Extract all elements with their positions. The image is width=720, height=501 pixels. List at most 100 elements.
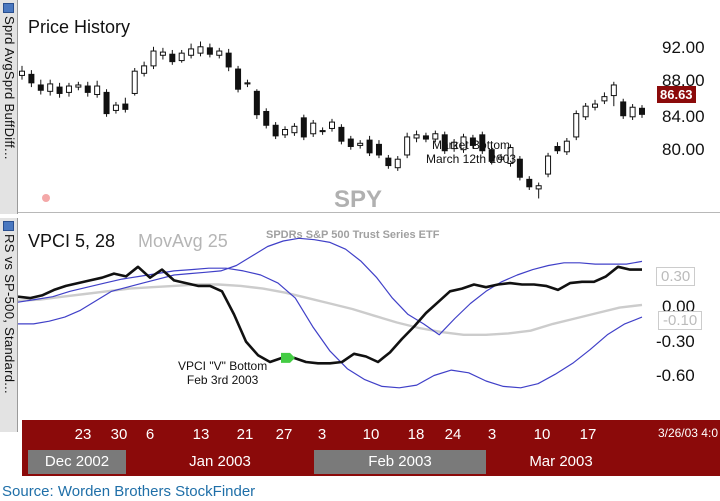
candle-body [75, 84, 82, 88]
day-tick-label: 6 [145, 426, 155, 443]
side-tab-top[interactable]: Sprd AvgSprd BuffDiff... [0, 0, 18, 214]
candle-body [19, 70, 25, 76]
candle-body [225, 52, 232, 68]
month-label: Feb 2003 [314, 450, 486, 474]
vpci-bottom-annotation: VPCI "V" Bottom Feb 3rd 2003 [178, 359, 267, 387]
candle-body [394, 158, 401, 169]
candle-body [507, 147, 514, 164]
side-tab-bottom[interactable]: RS vs SP-500, Standard... [0, 218, 18, 432]
candle-body [422, 135, 429, 140]
bottom-marker-arrow-icon [281, 352, 295, 363]
day-tick-label: 18 [407, 426, 425, 443]
candle-body [263, 110, 270, 126]
day-tick-label: 3 [317, 426, 327, 443]
candle-body [338, 126, 345, 142]
candle-body [37, 84, 44, 91]
candle-body [620, 101, 627, 117]
candle-body [28, 73, 35, 84]
candle-body [188, 48, 195, 56]
candle-body [235, 68, 242, 90]
candle-body [65, 85, 72, 93]
candle-body [216, 50, 223, 56]
candle-body [197, 46, 204, 54]
candle-body [141, 65, 148, 74]
candle-body [347, 138, 354, 147]
candle-body [526, 178, 533, 188]
vpci-panel: VPCI 5, 28 MovAvg 25 SPDRs S&P 500 Trust… [18, 214, 720, 420]
etf-name: SPDRs S&P 500 Trust Series ETF [266, 229, 440, 241]
vpci-chart-canvas [18, 237, 643, 389]
candle-body [112, 104, 119, 111]
candle-body [535, 185, 542, 190]
tab-window-icon [3, 3, 14, 13]
candle-body [385, 157, 392, 167]
candle-body [629, 106, 636, 118]
moving-average-label: MovAvg 25 [138, 231, 228, 251]
candle-body [573, 113, 580, 138]
day-tick-label: 24 [444, 426, 462, 443]
candle-body [169, 53, 176, 63]
current-price-badge: 86.63 [657, 86, 696, 103]
candle-body [310, 122, 317, 135]
symbol-watermark: SPY [334, 186, 383, 213]
candle-body [150, 50, 157, 67]
candle-body [479, 134, 486, 152]
candle-body [94, 85, 101, 96]
reference-value-top: 0.30 [656, 267, 696, 286]
candle-body [357, 142, 364, 146]
day-tick-label: 23 [74, 426, 92, 443]
annotation-line: March 12th 2003 [426, 152, 517, 166]
candle-body [582, 105, 589, 118]
day-tick-label: 21 [236, 426, 254, 443]
vpci-y-label: -0.30 [656, 332, 695, 351]
candle-body [122, 103, 129, 110]
price-history-panel: Price History 92.00 88.00 84.00 80.00 86… [18, 0, 720, 213]
candle-body [375, 143, 382, 156]
candle-body [178, 52, 185, 62]
vpci-y-label: -0.60 [656, 366, 695, 385]
timestamp: 3/26/03 4:0 [657, 426, 718, 440]
candle-body [451, 141, 458, 150]
side-tab-bottom-label: RS vs SP-500, Standard... [2, 234, 17, 394]
candle-body [404, 136, 411, 156]
candle-body [300, 117, 307, 138]
candle-body [291, 125, 298, 134]
candle-body [319, 130, 326, 133]
candle-body [432, 133, 439, 140]
candle-body [563, 140, 570, 153]
candle-body [516, 158, 523, 178]
vpci-panel-title: VPCI 5, 28 [28, 231, 116, 251]
candle-body [56, 86, 63, 94]
vpci-series-line [18, 267, 643, 389]
day-tick-label: 10 [533, 426, 551, 443]
day-tick-label: 13 [192, 426, 210, 443]
candle-body [469, 137, 476, 146]
candle-body [282, 129, 289, 136]
price-y-label: 80.00 [662, 140, 705, 159]
market-bottom-annotation: Market Bottom March 12th 2003 [426, 138, 516, 166]
candle-body [159, 51, 166, 56]
price-y-label: 84.00 [662, 107, 705, 126]
candle-body [131, 70, 138, 94]
candle-body [488, 149, 495, 162]
side-tab-top-label: Sprd AvgSprd BuffDiff... [2, 16, 17, 160]
candle-body [639, 107, 645, 115]
candle-body [498, 156, 505, 160]
price-chart-canvas [19, 41, 645, 199]
reference-value-zero: -0.10 [658, 311, 703, 330]
month-label: Mar 2003 [529, 453, 593, 470]
candle-body [441, 134, 448, 152]
candle-body [84, 85, 91, 93]
vpci-series-line [18, 237, 643, 336]
candle-body [103, 91, 110, 115]
day-tick-label: 30 [110, 426, 128, 443]
date-axis: 23 30 6 13 21 27 3 10 18 24 3 10 17 3/26… [22, 420, 720, 476]
day-tick-label: 10 [362, 426, 380, 443]
vpci-series-line [18, 265, 642, 365]
candle-body [47, 83, 54, 92]
candle-body [610, 84, 617, 97]
candle-body [601, 96, 608, 102]
day-tick-label: 27 [275, 426, 293, 443]
candle-body [366, 139, 373, 154]
annotation-line: Market Bottom [432, 138, 511, 152]
